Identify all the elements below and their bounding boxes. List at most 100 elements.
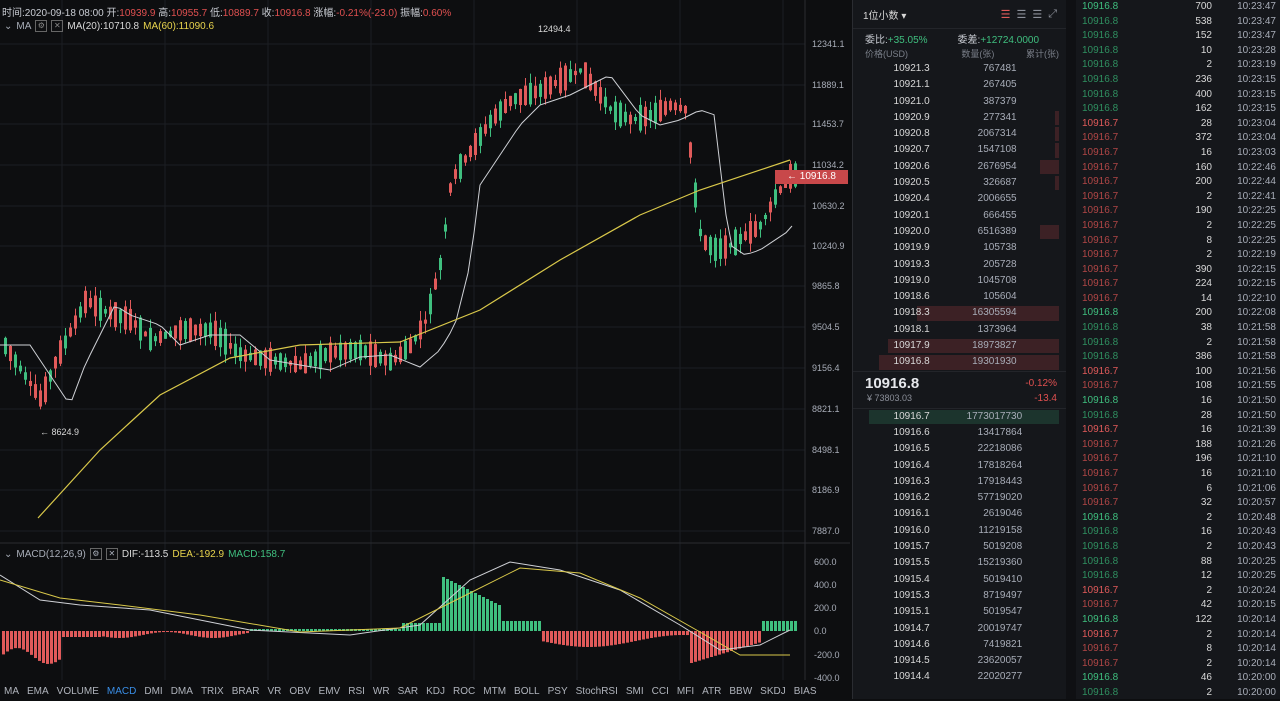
ask-row[interactable]: 10920.4 200 6655 [853, 191, 1067, 207]
bid-row[interactable]: 10916.0 112 19158 [853, 523, 1067, 539]
tab-macd[interactable]: MACD [106, 686, 137, 697]
tab-vr[interactable]: VR [267, 686, 282, 697]
tab-roc[interactable]: ROC [453, 686, 476, 697]
close-icon[interactable]: ✕ [51, 20, 64, 32]
tab-smi[interactable]: SMI [625, 686, 644, 697]
bid-row[interactable]: 10915.4 50 19410 [853, 572, 1067, 588]
ask-row[interactable]: 10919.9 10 5738 [853, 240, 1067, 256]
bid-row[interactable]: 10916.7 17730 17730 [853, 409, 1067, 425]
trade-price: 10916.8 [1082, 336, 1119, 348]
bid-row[interactable]: 10915.7 50 19208 [853, 539, 1067, 555]
candle-body [614, 101, 617, 123]
tab-mfi[interactable]: MFI [676, 686, 695, 697]
tab-psy[interactable]: PSY [547, 686, 568, 697]
tab-bbw[interactable]: BBW [729, 686, 753, 697]
candle-body [249, 352, 252, 361]
bid-total: 19158 [994, 524, 1023, 536]
candle-body [259, 350, 262, 366]
collapse-icon[interactable]: ⌄ [4, 548, 13, 560]
tab-mtm[interactable]: MTM [483, 686, 507, 697]
panel-divider[interactable] [1066, 0, 1076, 699]
ask-row[interactable]: 10916.8 1930 1930 [853, 354, 1067, 370]
ma-legend: ⌄ MA ⚙ ✕ MA(20):10710.8 MA(60):11090.6 [4, 20, 214, 32]
ask-row[interactable]: 10921.0 38 7379 [853, 94, 1067, 110]
bid-row[interactable]: 10916.3 179 18443 [853, 474, 1067, 490]
bid-row[interactable]: 10916.4 178 18264 [853, 458, 1067, 474]
tab-dma[interactable]: DMA [170, 686, 193, 697]
trade-amount: 100 [1195, 365, 1212, 377]
ask-row[interactable]: 10917.9 1897 3827 [853, 338, 1067, 354]
close-icon[interactable]: ✕ [105, 548, 118, 560]
candle-body [79, 306, 82, 318]
macd-bar [366, 629, 369, 631]
bid-row[interactable]: 10916.5 222 18086 [853, 441, 1067, 457]
asks-only-icon[interactable]: ☰ [1016, 8, 1027, 21]
bids-only-icon[interactable]: ☰ [1032, 8, 1043, 21]
candlestick-chart[interactable] [0, 0, 850, 699]
bid-row[interactable]: 10914.7 200 19747 [853, 621, 1067, 637]
tab-brar[interactable]: BRAR [231, 686, 260, 697]
tab-skdj[interactable]: SKDJ [760, 686, 786, 697]
candle-body [369, 341, 372, 366]
tab-bias[interactable]: BIAS [793, 686, 817, 697]
bid-row[interactable]: 10915.1 50 19547 [853, 604, 1067, 620]
tab-emv[interactable]: EMV [318, 686, 341, 697]
ask-row[interactable]: 10920.9 27 7341 [853, 110, 1067, 126]
bid-row[interactable]: 10915.3 87 19497 [853, 588, 1067, 604]
ask-row[interactable]: 10920.1 66 6455 [853, 208, 1067, 224]
both-sides-icon[interactable]: ☰ [1000, 8, 1011, 21]
ask-row[interactable]: 10920.6 267 6954 [853, 159, 1067, 175]
macd-bar [462, 587, 465, 631]
bid-row[interactable]: 10915.5 152 19360 [853, 555, 1067, 571]
trade-amount: 122 [1195, 613, 1212, 625]
chart-area[interactable]: 时间:2020-09-18 08:00 开:10939.9 高:10955.7 … [0, 0, 850, 699]
tab-ma[interactable]: MA [4, 686, 19, 697]
macd-bar [374, 629, 377, 631]
tab-sar[interactable]: SAR [397, 686, 419, 697]
tab-stochrsi[interactable]: StochRSI [575, 686, 618, 697]
expand-icon[interactable]: ⤢ [1048, 7, 1057, 20]
bid-row[interactable]: 10916.1 26 19046 [853, 506, 1067, 522]
tab-boll[interactable]: BOLL [514, 686, 540, 697]
bid-row[interactable]: 10914.5 236 20057 [853, 653, 1067, 669]
tab-ema[interactable]: EMA [27, 686, 49, 697]
candle-body [84, 290, 87, 314]
settings-icon[interactable]: ⚙ [35, 20, 48, 32]
tab-atr[interactable]: ATR [702, 686, 722, 697]
ask-row[interactable]: 10921.3 76 7481 [853, 61, 1067, 77]
ask-row[interactable]: 10920.5 32 6687 [853, 175, 1067, 191]
settings-icon[interactable]: ⚙ [89, 548, 102, 560]
bid-total: 20057 [994, 655, 1023, 667]
ask-row[interactable]: 10919.0 104 5708 [853, 273, 1067, 289]
tab-dmi[interactable]: DMI [144, 686, 163, 697]
trade-price: 10916.7 [1082, 292, 1119, 304]
macd-bar [666, 631, 669, 636]
macd-bar [470, 591, 473, 631]
tab-trix[interactable]: TRIX [200, 686, 224, 697]
bid-row[interactable]: 10916.2 577 19020 [853, 490, 1067, 506]
collapse-icon[interactable]: ⌄ [4, 20, 13, 32]
bid-row[interactable]: 10914.6 74 19821 [853, 637, 1067, 653]
trade-row: 10916.8 386 10:21:58 [1076, 350, 1280, 365]
tab-wr[interactable]: WR [372, 686, 390, 697]
ask-row[interactable]: 10918.3 1630 5594 [853, 305, 1067, 321]
tab-volume[interactable]: VOLUME [56, 686, 99, 697]
ask-row[interactable]: 10920.7 154 7108 [853, 142, 1067, 158]
trade-time: 10:21:26 [1237, 438, 1276, 450]
ask-row[interactable]: 10920.0 651 6389 [853, 224, 1067, 240]
ask-row[interactable]: 10920.8 206 7314 [853, 126, 1067, 142]
tab-obv[interactable]: OBV [289, 686, 311, 697]
ask-row[interactable]: 10918.6 10 5604 [853, 289, 1067, 305]
bid-row[interactable]: 10914.4 220 20277 [853, 669, 1067, 685]
tab-kdj[interactable]: KDJ [426, 686, 446, 697]
tab-rsi[interactable]: RSI [348, 686, 365, 697]
candle-body [399, 346, 402, 363]
bid-total: 18264 [994, 459, 1023, 471]
precision-select[interactable]: 1位小数 ▾ [863, 10, 907, 22]
tab-cci[interactable]: CCI [651, 686, 669, 697]
ask-row[interactable]: 10918.1 137 3964 [853, 322, 1067, 338]
ask-row[interactable]: 10919.3 20 5728 [853, 257, 1067, 273]
bid-row[interactable]: 10916.6 134 17864 [853, 425, 1067, 441]
ask-row[interactable]: 10921.1 26 7405 [853, 77, 1067, 93]
trade-price: 10916.7 [1082, 380, 1119, 392]
